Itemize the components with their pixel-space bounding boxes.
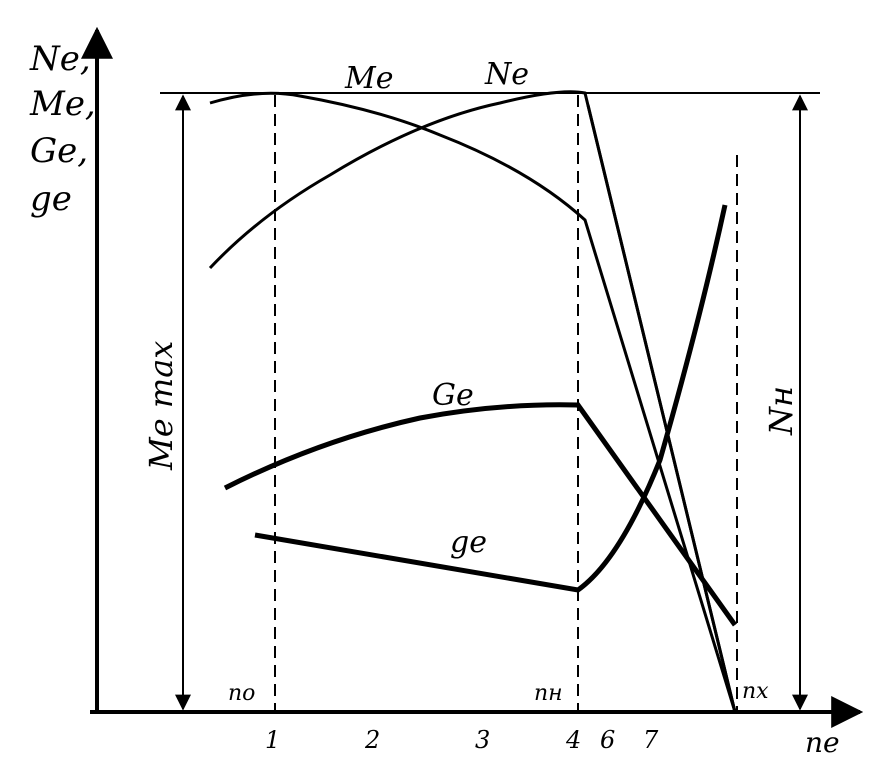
ne-line bbox=[586, 104, 737, 713]
dimension-label: Nн bbox=[762, 386, 800, 436]
point-label: 2 bbox=[364, 726, 380, 754]
gs-curve bbox=[254, 204, 728, 593]
dimension-label: Me max bbox=[142, 341, 180, 471]
speed-label: nн bbox=[534, 681, 563, 706]
curve-label: ge bbox=[450, 525, 487, 560]
curve-label: Me bbox=[344, 61, 393, 96]
y-label: Me, bbox=[29, 84, 96, 124]
speed-label: nо bbox=[228, 681, 255, 706]
y-label: ge bbox=[30, 179, 72, 219]
x-label: ne bbox=[805, 726, 840, 759]
point-label: 6 bbox=[600, 726, 615, 754]
point-label: 1 bbox=[265, 726, 280, 754]
point-label: 7 bbox=[643, 726, 659, 754]
curve-label: Ne bbox=[484, 57, 529, 92]
ge-curve bbox=[223, 402, 738, 627]
y-label: Ne, bbox=[29, 39, 91, 79]
y-label: Ge, bbox=[30, 131, 88, 171]
me-curve bbox=[209, 91, 737, 713]
curve-label: Ge bbox=[432, 378, 474, 413]
ne-curve bbox=[208, 90, 737, 713]
point-label: 4 bbox=[565, 726, 581, 754]
speed-label: nх bbox=[742, 679, 769, 704]
point-label: 3 bbox=[475, 726, 490, 754]
